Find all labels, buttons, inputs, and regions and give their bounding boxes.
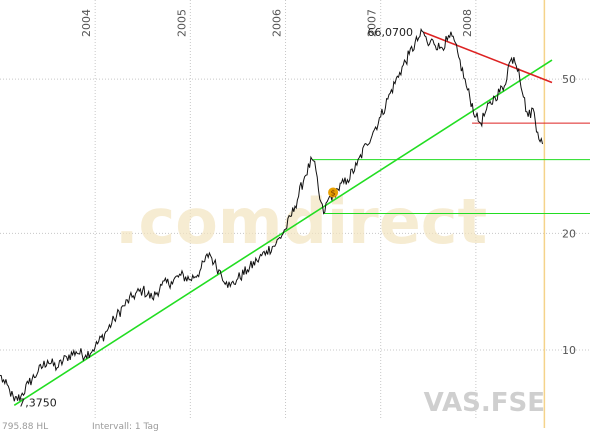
y-tick-20: 20 (562, 227, 576, 240)
dividend-marker-icon (328, 187, 339, 198)
chart-grid (0, 0, 590, 420)
y-tick-50: 50 (562, 73, 576, 86)
footer-volume: 795.88 HL (2, 422, 48, 431)
year-label-2008: 2008 (461, 9, 474, 37)
y-tick-10: 10 (562, 344, 576, 357)
year-label-2004: 2004 (80, 9, 93, 37)
price-series-line (0, 27, 543, 402)
dividend-marker-glyph: $ (331, 188, 336, 197)
year-label-2007: 2007 (366, 9, 379, 37)
x-axis-year-labels: 2004 2005 2006 2007 2008 (80, 9, 474, 37)
dividend-marker: $ (328, 187, 339, 198)
max-price-label: 66,0700 (368, 26, 414, 39)
ticker-symbol: VAS.FSE (424, 388, 545, 418)
y-axis-tick-labels: 10 20 50 (562, 73, 576, 357)
year-label-2005: 2005 (175, 9, 188, 37)
footer-interval: Intervall: 1 Tag (92, 422, 159, 431)
min-price-label: 7,3750 (18, 396, 57, 409)
trendline-downtrend (423, 31, 553, 84)
year-label-2006: 2006 (271, 9, 284, 37)
